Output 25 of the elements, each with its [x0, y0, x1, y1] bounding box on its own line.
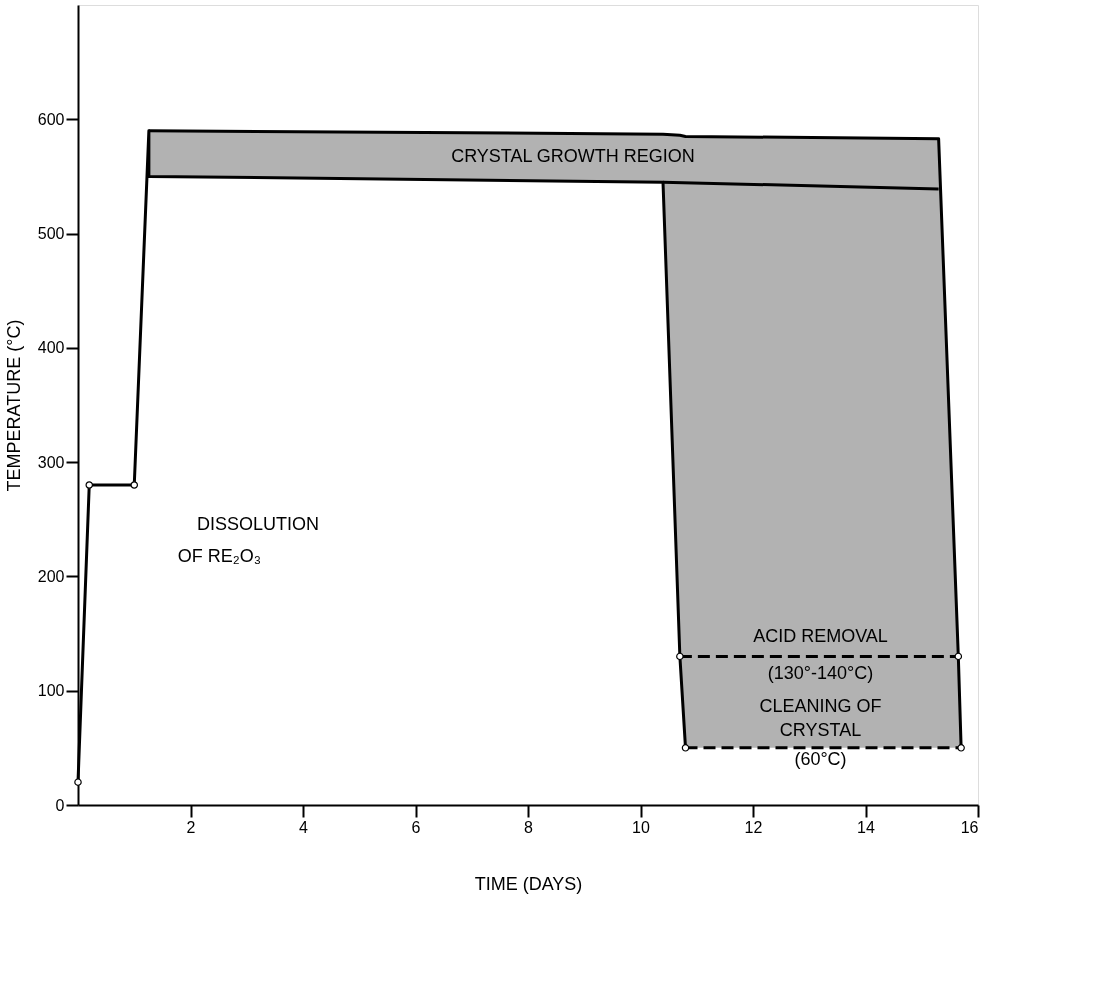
y-axis-title: TEMPERATURE (°C) — [3, 319, 24, 492]
x-tick-label: 6 — [411, 818, 421, 836]
annotation: CLEANING OF — [759, 695, 882, 716]
x-tick-label: 10 — [632, 818, 650, 836]
y-tick-label: 600 — [37, 110, 65, 128]
x-tick-label: 2 — [186, 818, 196, 836]
annotation: (130°-140°C) — [767, 662, 874, 683]
y-tick-label: 400 — [37, 339, 65, 357]
annotation: CRYSTAL GROWTH REGION — [451, 146, 695, 166]
y-tick-label: 200 — [37, 567, 65, 585]
x-axis-title: TIME (DAYS) — [474, 873, 583, 894]
y-tick-label: 500 — [37, 225, 65, 243]
annotation: ACID REMOVAL — [753, 626, 888, 646]
annotation: (60°C) — [794, 749, 847, 770]
x-tick-label: 16 — [960, 818, 979, 836]
annotation: DISSOLUTION — [196, 514, 320, 534]
y-tick-label: 100 — [37, 682, 65, 700]
y-tick-label: 0 — [55, 796, 65, 814]
x-tick-label: 12 — [744, 818, 763, 836]
annotation: CRYSTAL — [779, 719, 862, 740]
x-tick-label: 8 — [524, 818, 534, 836]
x-tick-label: 14 — [857, 818, 875, 836]
x-tick-label: 4 — [299, 818, 309, 836]
annotation: OF RE₂O₃ — [177, 546, 261, 566]
y-tick-label: 300 — [37, 453, 65, 471]
